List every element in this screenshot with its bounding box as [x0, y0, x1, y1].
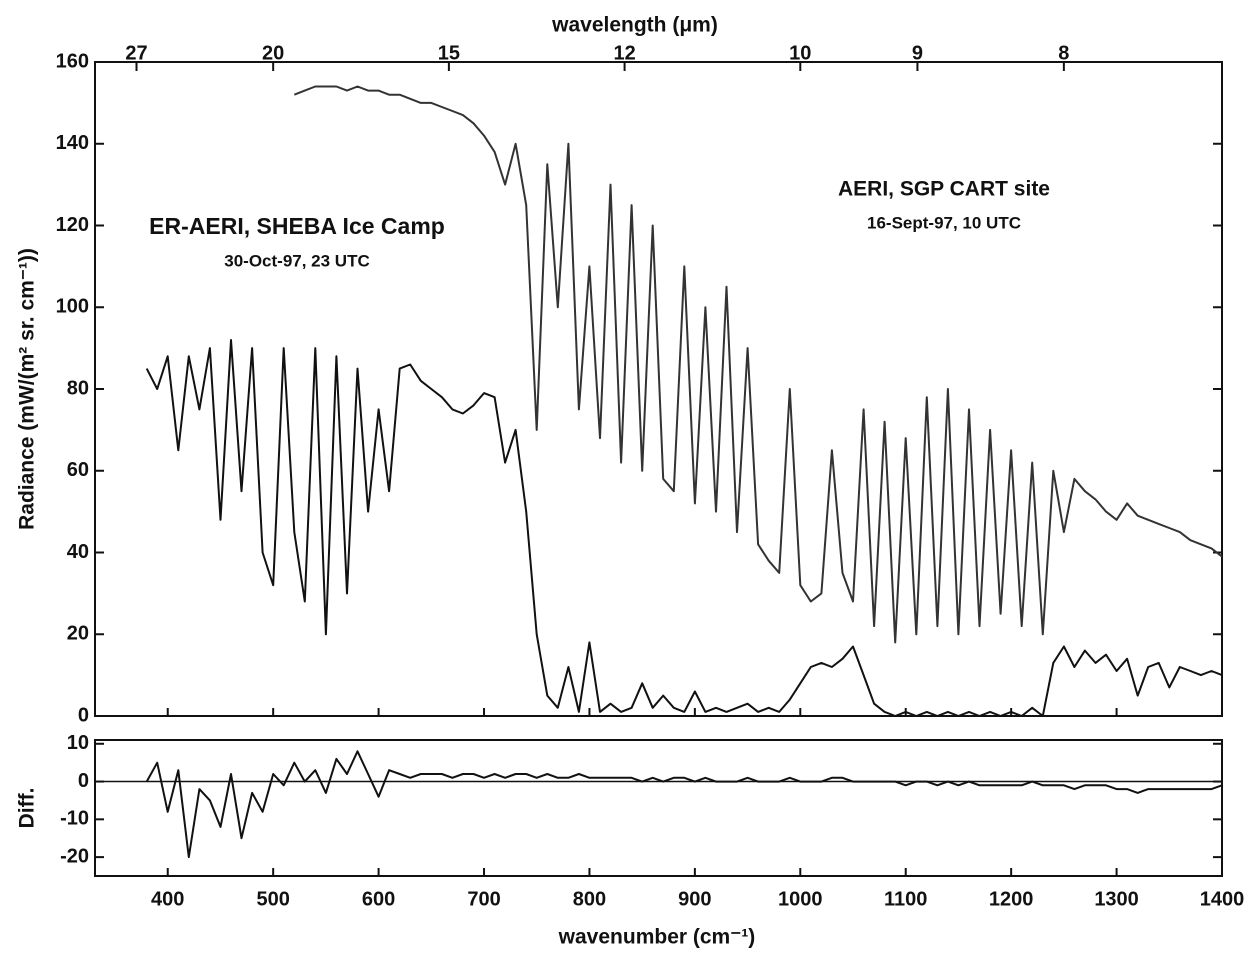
y-tick-label: -20: [60, 845, 89, 867]
x-tick-label: 600: [362, 888, 395, 910]
y-tick-label: 60: [67, 459, 89, 481]
annotation: ER-AERI, SHEBA Ice Camp: [149, 213, 445, 239]
spectrum-line: [145, 339, 1223, 717]
y-tick-label: 20: [67, 623, 89, 645]
top-tick-label: 15: [438, 42, 460, 64]
x-tick-label: 400: [151, 888, 184, 910]
top-tick-label: 8: [1058, 42, 1069, 64]
y-tick-label: 0: [78, 770, 89, 792]
y-tick-label: 80: [67, 377, 89, 399]
top-tick-label: 9: [912, 42, 923, 64]
y-tick-label: 100: [56, 296, 89, 318]
x-tick-label: 700: [467, 888, 500, 910]
annotation: 30-Oct-97, 23 UTC: [224, 251, 370, 270]
y-tick-label: 0: [78, 704, 89, 726]
annotation: 16-Sept-97, 10 UTC: [867, 213, 1021, 232]
spectrum-line: [293, 85, 1223, 644]
spectrum-line: [145, 750, 1223, 859]
annotation: AERI, SGP CART site: [838, 178, 1050, 201]
x-tick-label: 1000: [778, 888, 823, 910]
top-tick-label: 10: [789, 42, 811, 64]
top-tick-label: 20: [262, 42, 284, 64]
y-tick-label: 160: [56, 50, 89, 72]
x-tick-label: 1100: [884, 888, 927, 910]
x-tick-label: 1200: [989, 888, 1034, 910]
x-tick-label: 1400: [1200, 888, 1245, 910]
y-axis-title: Radiance (mW/(m² sr. cm⁻¹)): [16, 248, 39, 530]
y-tick-label: -10: [60, 808, 89, 830]
top-tick-label: 27: [125, 42, 147, 64]
x-tick-label: 800: [573, 888, 606, 910]
x-axis-title: wavenumber (cm⁻¹): [558, 926, 756, 949]
x-tick-label: 900: [678, 888, 711, 910]
y-tick-label: 40: [67, 541, 89, 563]
y-tick-label: 120: [56, 214, 89, 236]
diff-axis-title: Diff.: [16, 788, 39, 829]
y-tick-label: 10: [67, 732, 89, 754]
top-axis-title: wavelength (μm): [551, 14, 718, 37]
top-tick-label: 12: [613, 42, 635, 64]
x-tick-label: 1300: [1094, 888, 1139, 910]
x-tick-label: 500: [256, 888, 289, 910]
plot-frame: [94, 739, 1223, 877]
y-tick-label: 140: [56, 132, 89, 154]
